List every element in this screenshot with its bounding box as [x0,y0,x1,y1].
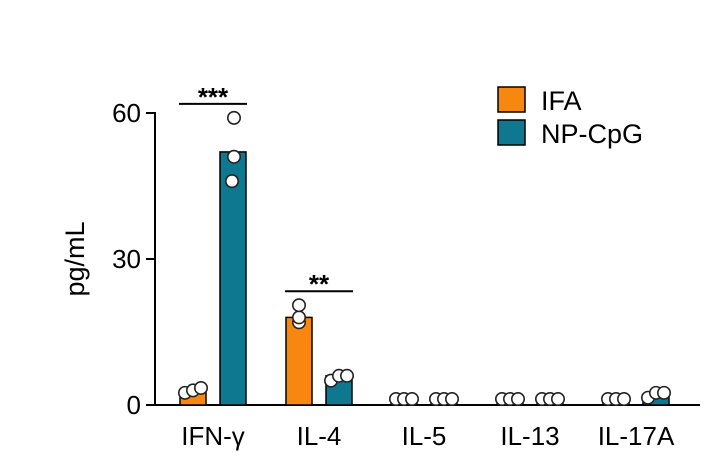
data-point [444,391,459,406]
significance-label: ** [309,269,330,299]
data-point [227,149,242,164]
data-point [194,380,209,395]
y-axis-title: pg/mL [60,221,90,296]
data-point [291,298,306,313]
x-category-label: IFN-γ [181,421,245,451]
data-points [178,110,671,406]
data-point [550,391,565,406]
bars [179,151,670,406]
x-category-label: IL-17A [598,421,675,451]
data-point [339,368,354,383]
legend-swatch [497,119,526,146]
significance-label: *** [198,82,229,112]
significance-annotations: ***** [179,82,353,299]
data-point [404,391,419,406]
y-ticks: 0 30 60 [112,98,155,420]
y-tick-label: 30 [112,244,141,274]
data-point [227,110,242,125]
x-category-label: IL-13 [500,421,559,451]
y-tick-label: 0 [127,390,141,420]
x-category-label: IL-5 [402,421,447,451]
x-category-label: IL-4 [297,421,342,451]
bar [219,151,247,406]
data-point [510,391,525,406]
category-labels: IFN-γ IL-4 IL-5 IL-13 IL-17A [181,421,675,451]
legend-label: IFA [541,86,582,116]
bar [285,316,313,406]
y-tick-label: 60 [112,98,141,128]
legend-label: NP-CpG [541,119,643,149]
legend-swatch [497,86,526,113]
data-point [291,310,306,325]
data-point [656,385,671,400]
data-point [225,174,240,189]
data-point [616,391,631,406]
